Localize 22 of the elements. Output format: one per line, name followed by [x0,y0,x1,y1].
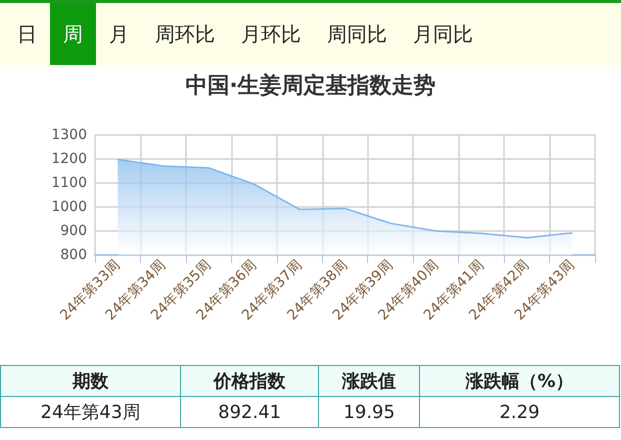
text: 892.41 [180,396,319,428]
text: 24年第43周 [0,396,180,428]
category-label: 周 [50,3,96,65]
y-tick-label: 800 [60,247,87,263]
category-label: 涨跌幅（%） [420,366,620,396]
y-tick-label: 1000 [51,199,87,215]
category-label: 周环比 [154,20,216,48]
y-tick-label: 1100 [51,175,87,191]
category-label: 涨跌值 [318,366,420,396]
y-tick-label: 1200 [51,151,87,167]
category-label: 日 [16,20,38,48]
text: 2.29 [420,396,620,428]
y-tick-label: 1300 [51,127,87,143]
category-label: 期数 [0,366,180,396]
y-tick-label: 900 [60,223,87,239]
category-label: 月 [108,20,130,48]
category-label: 周同比 [326,20,388,48]
text: 19.95 [318,396,420,428]
category-label: 价格指数 [180,366,319,396]
chart-title: 中国·生姜周定基指数走势 [185,72,436,98]
category-label: 月同比 [412,20,474,48]
category-label: 月环比 [240,20,302,48]
